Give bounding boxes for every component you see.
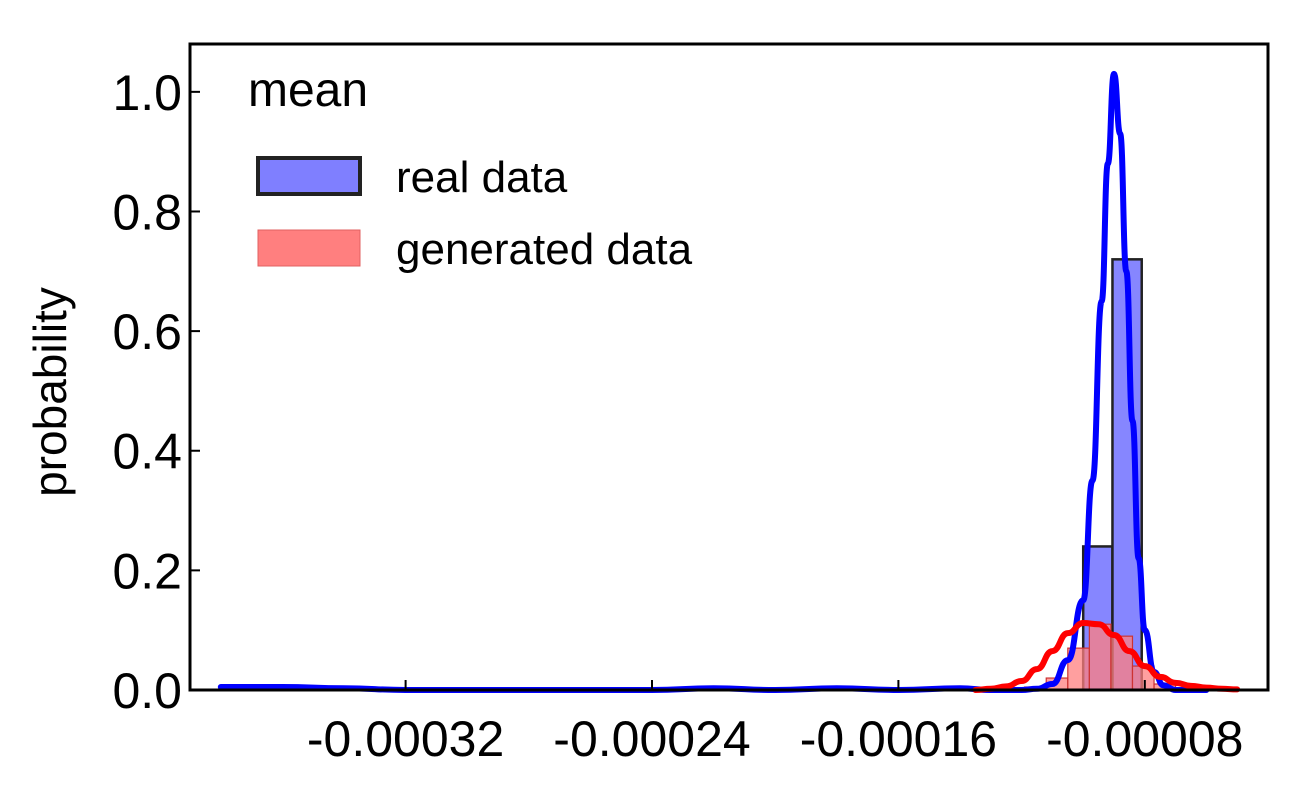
legend-label-generated-data: generated data xyxy=(396,225,693,274)
y-tick-label-5: 1.0 xyxy=(112,65,182,121)
real-data-kde-line xyxy=(217,70,1210,693)
x-tick-label-2: -0.00016 xyxy=(800,711,997,767)
generated-data-kde-line xyxy=(972,620,1241,693)
y-tick-label-1: 0.2 xyxy=(112,543,182,599)
x-axis: -0.00032 -0.00024 -0.00016 -0.00008 xyxy=(307,680,1243,767)
kde-curves xyxy=(217,70,1241,693)
legend-swatch-real-data xyxy=(256,156,362,196)
y-tick-label-0: 0.0 xyxy=(112,663,182,719)
plot-frame xyxy=(188,42,1270,692)
y-tick-label-2: 0.4 xyxy=(112,424,182,480)
x-tick-label-3: -0.00008 xyxy=(1046,711,1243,767)
x-tick-label-1: -0.00024 xyxy=(553,711,750,767)
y-axis-label: probability xyxy=(24,287,76,497)
legend: mean real data generated data xyxy=(248,64,693,274)
y-tick-label-4: 0.8 xyxy=(112,184,182,240)
y-axis: 0.0 0.2 0.4 0.6 0.8 1.0 xyxy=(112,65,200,719)
generated-data-histogram xyxy=(1024,623,1177,691)
legend-swatch-generated-data xyxy=(257,229,361,267)
legend-title: mean xyxy=(248,64,368,117)
x-tick-label-0: -0.00032 xyxy=(307,711,504,767)
legend-label-real-data: real data xyxy=(396,153,568,202)
y-tick-label-3: 0.6 xyxy=(112,304,182,360)
